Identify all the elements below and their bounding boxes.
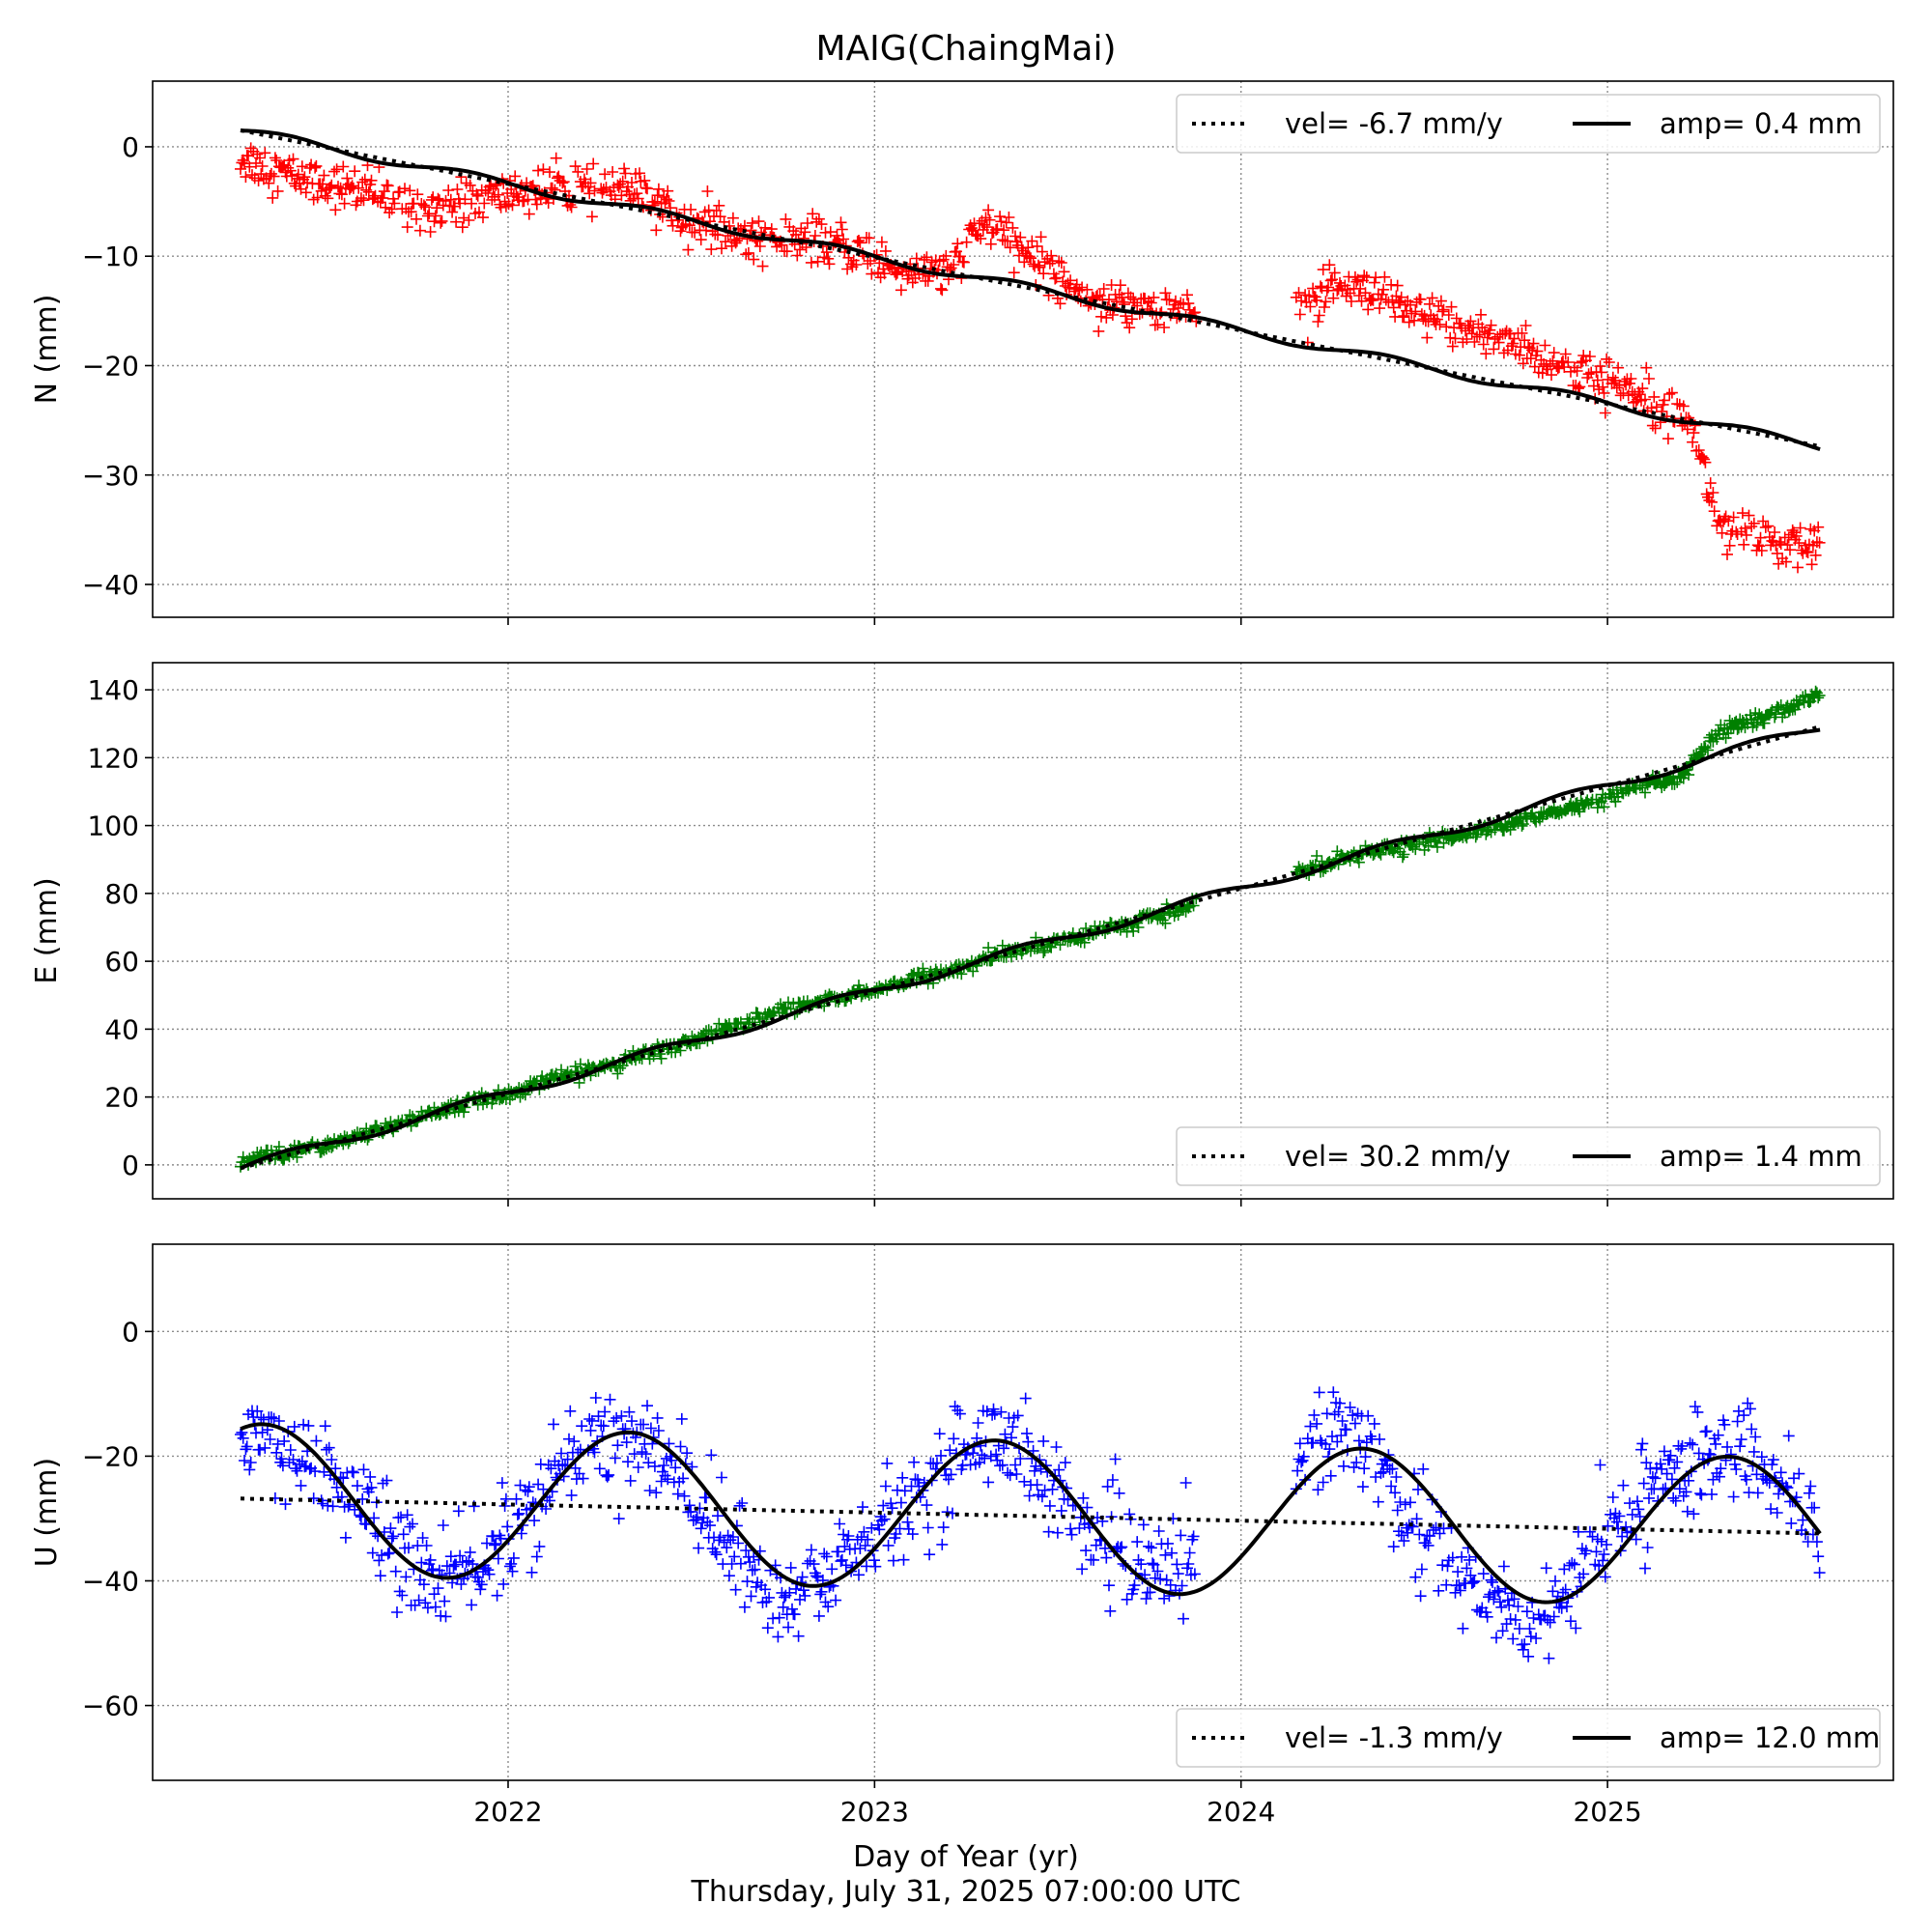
- legend: vel= 30.2 mm/y amp= 1.4 mm: [1176, 1126, 1881, 1186]
- y-tick-label: −30: [82, 460, 139, 492]
- y-tick-label: −20: [82, 1440, 139, 1472]
- legend-box: [1176, 94, 1881, 154]
- y-tick-label: −20: [82, 350, 139, 382]
- y-axis-label: U (mm): [30, 1458, 64, 1567]
- legend-amplitude-label: amp= 12.0 mm: [1660, 1721, 1880, 1754]
- seasonal-fit-line: [240, 1422, 1822, 1605]
- velocity-fit-line: [240, 1496, 1821, 1536]
- x-axis-label: Day of Year (yr): [853, 1840, 1079, 1874]
- x-tick-label: 2025: [1573, 1796, 1641, 1828]
- legend-velocity-label: vel= -6.7 mm/y: [1285, 107, 1503, 140]
- legend-box: [1176, 1126, 1881, 1186]
- y-tick-label: 0: [122, 1316, 139, 1348]
- seasonal-fit-line: [240, 128, 1821, 452]
- legend-amplitude-label: amp= 1.4 mm: [1660, 1140, 1862, 1173]
- panel-up: 0 −20 −40 −60 2022 2023 2024 2025 U (mm) vel= -1.…: [30, 1243, 1894, 1828]
- y-tick-label: 60: [104, 946, 139, 978]
- x-tick-label: 2024: [1207, 1796, 1275, 1828]
- y-tick-label: −40: [82, 569, 139, 601]
- y-tick-label: 40: [104, 1013, 139, 1045]
- panel-east: 0 20 40 60 80 100 120 140 E (mm) vel= 30.2 mm/y am…: [30, 662, 1894, 1207]
- observation-markers: [235, 1386, 1826, 1664]
- panel-north: 0 −10 −20 −30 −40 N (mm) vel= -6.7 mm/y amp= 0.…: [30, 80, 1894, 625]
- y-tick-label: −10: [82, 241, 139, 272]
- y-tick-label: −40: [82, 1565, 139, 1597]
- y-tick-label: 140: [88, 674, 139, 706]
- legend-velocity-label: vel= -1.3 mm/y: [1285, 1721, 1503, 1754]
- y-tick-label: 80: [104, 878, 139, 910]
- chart-title: MAIG(ChaingMai): [815, 29, 1116, 69]
- footer-timestamp: Thursday, July 31, 2025 07:00:00 UTC: [691, 1875, 1241, 1909]
- y-tick-label: 20: [104, 1082, 139, 1114]
- y-axis-label: E (mm): [30, 877, 64, 983]
- legend: vel= -1.3 mm/y amp= 12.0 mm: [1176, 1708, 1881, 1768]
- x-tick-label: 2023: [840, 1796, 909, 1828]
- legend: vel= -6.7 mm/y amp= 0.4 mm: [1176, 94, 1881, 154]
- axes-frame: [152, 662, 1894, 1200]
- y-tick-label: 120: [88, 742, 139, 774]
- axes-frame: [152, 80, 1894, 618]
- y-tick-label: 0: [122, 1150, 139, 1181]
- y-tick-label: 100: [88, 810, 139, 842]
- legend-velocity-label: vel= 30.2 mm/y: [1285, 1140, 1511, 1173]
- velocity-fit-line: [240, 128, 1821, 448]
- axes-frame: [152, 1243, 1894, 1781]
- y-tick-label: 0: [122, 131, 139, 163]
- y-tick-label: −60: [82, 1690, 139, 1722]
- x-tick-label: 2022: [473, 1796, 542, 1828]
- observation-markers: [235, 142, 1826, 574]
- seasonal-fit-line: [240, 727, 1821, 1171]
- legend-box: [1176, 1708, 1881, 1768]
- legend-amplitude-label: amp= 0.4 mm: [1660, 107, 1862, 140]
- y-axis-label: N (mm): [30, 295, 64, 405]
